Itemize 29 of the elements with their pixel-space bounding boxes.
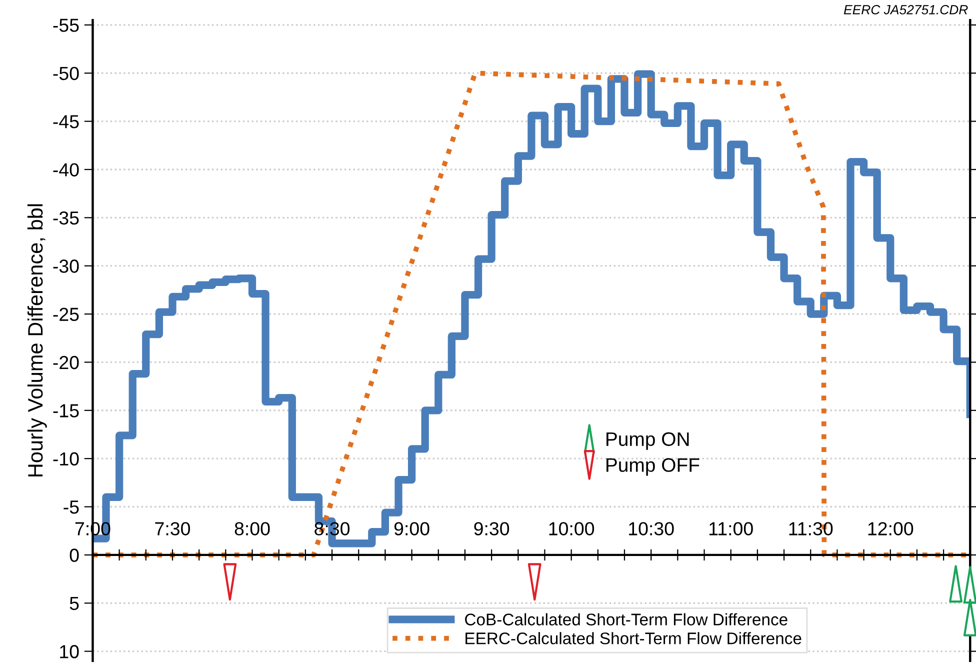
y-tick-label: 5 — [70, 597, 79, 610]
x-tick-label: 9:00 — [394, 522, 430, 536]
legend-label: EERC-Calculated Short-Term Flow Difference — [466, 632, 802, 644]
y-tick-label: -40 — [53, 163, 79, 176]
x-tick-label: 9:30 — [474, 522, 510, 536]
y-tick-label: -20 — [53, 356, 79, 370]
y-tick-label: -50 — [53, 66, 79, 80]
x-tick-label: 11:30 — [789, 522, 833, 536]
legend-label: Pump ON — [606, 432, 689, 450]
y-tick-label: -5 — [64, 500, 79, 514]
legend-label: CoB-Calculated Short-Term Flow Difference — [465, 613, 788, 626]
y-tick-label: -55 — [53, 18, 79, 32]
y-tick-label: -15 — [53, 404, 79, 418]
x-tick-label: 10:00 — [549, 522, 594, 536]
x-tick-label: 8:00 — [234, 522, 270, 536]
x-tick-label: 12:00 — [868, 522, 914, 536]
x-tick-label: 10:30 — [629, 522, 674, 536]
y-tick-label: -30 — [53, 260, 79, 273]
y-tick-label: -10 — [53, 452, 79, 466]
y-tick-label: -35 — [53, 211, 79, 225]
y-tick-label: 10 — [60, 645, 79, 658]
y-tick-label: 0 — [70, 548, 79, 562]
y-axis-title: Hourly Volume Difference, bbl — [27, 204, 47, 476]
legend-label: Pump OFF — [606, 458, 700, 476]
x-tick-label: 11:00 — [710, 522, 753, 536]
y-tick-label: -45 — [53, 115, 79, 128]
text: EERC JA52751.CDR — [844, 5, 968, 14]
x-tick-label: 7:30 — [155, 522, 190, 536]
y-tick-label: -25 — [53, 308, 79, 322]
